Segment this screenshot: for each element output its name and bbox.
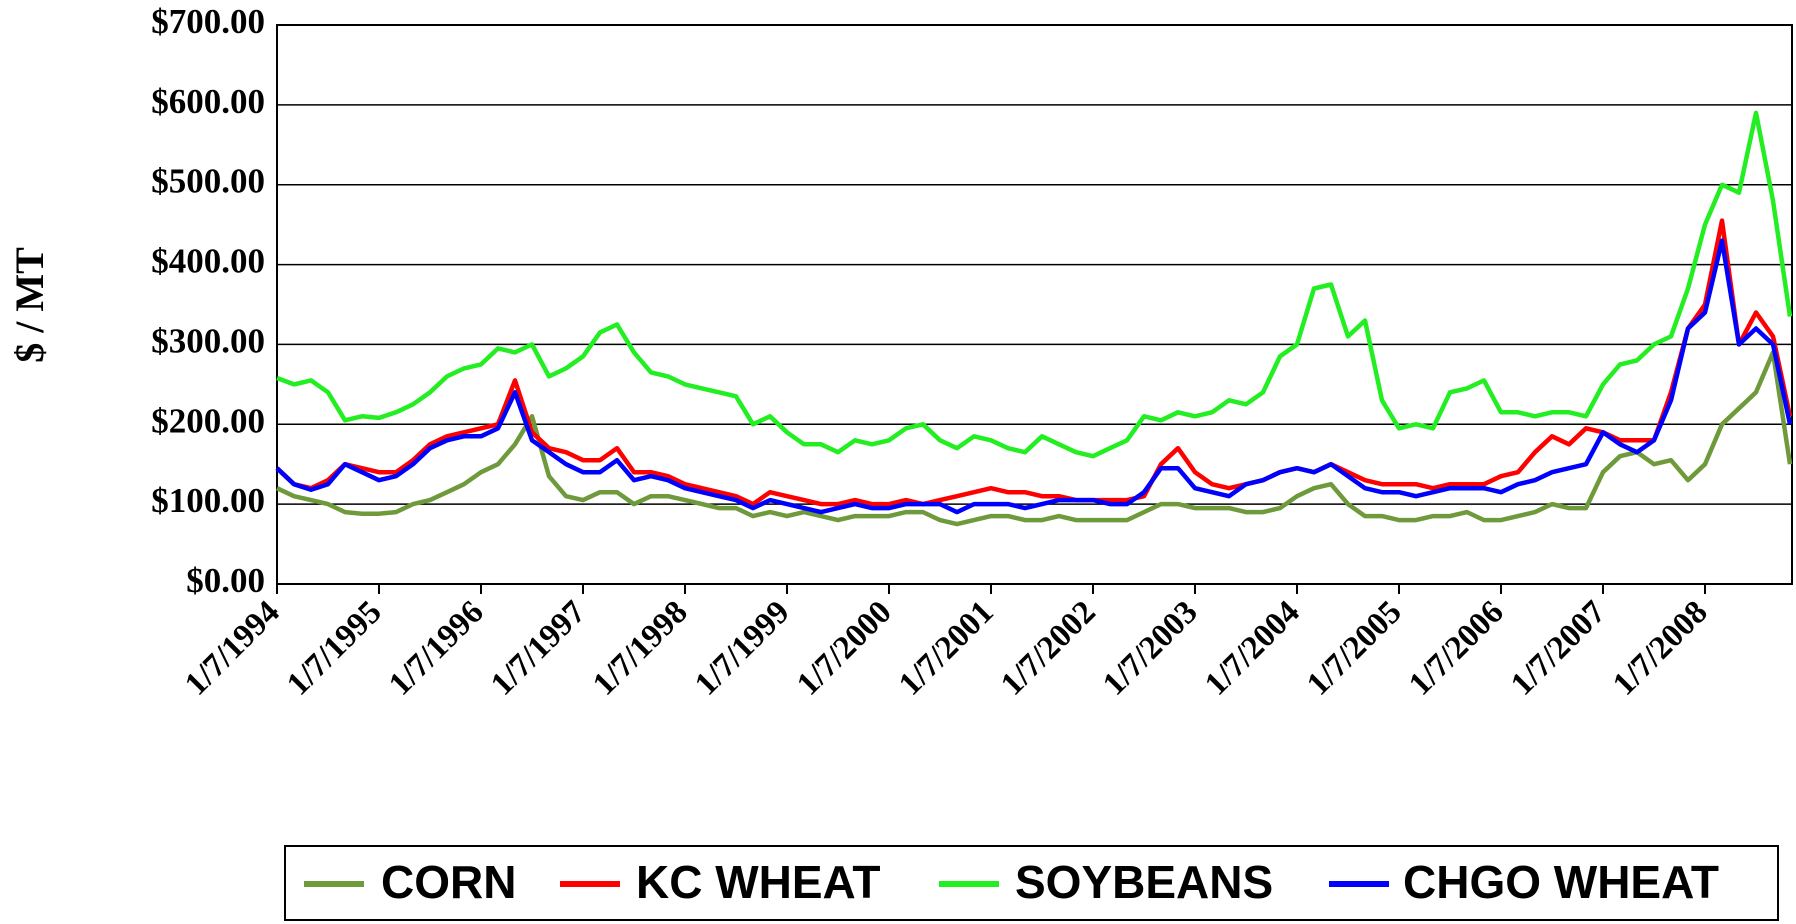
legend-label: SOYBEANS [1015,856,1273,908]
y-axis-label: $ / MT [7,247,52,363]
series-line [276,350,1793,527]
plot-area [276,24,1793,585]
x-tick-label: 1/7/2004 [1198,594,1306,702]
x-tick-label: 1/7/1995 [280,594,388,702]
x-tick-label: 1/7/2001 [892,594,1000,702]
x-tick-label: 1/7/1998 [586,594,694,702]
x-tick-label: 1/7/2005 [1300,594,1408,702]
series-line [275,218,1793,507]
legend-box [284,845,1779,921]
x-tick-label: 1/7/2006 [1402,594,1510,702]
y-tick-label: $100.00 [151,481,265,520]
y-tick-label: $500.00 [151,162,265,201]
x-tick-label: 1/7/2007 [1504,594,1612,702]
y-tick-label: $200.00 [151,401,265,440]
y-tick-label: $700.00 [151,2,265,41]
x-tick-label: 1/7/1999 [688,594,796,702]
x-tick-label: 1/7/2002 [994,594,1102,702]
legend-label: KC WHEAT [636,856,880,908]
series-line [276,110,1793,459]
y-tick-label: $0.00 [186,561,265,600]
x-tick-label: 1/7/2003 [1096,594,1204,702]
y-tick-label: $300.00 [151,321,265,360]
series-line [275,238,1793,515]
y-tick-label: $400.00 [151,242,265,281]
x-tick-label: 1/7/2008 [1606,594,1714,702]
legend-label: CORN [381,856,516,908]
legend-label: CHGO WHEAT [1403,856,1719,908]
y-tick-label: $600.00 [151,82,265,121]
x-tick-label: 1/7/2000 [790,594,898,702]
x-tick-label: 1/7/1997 [484,594,592,702]
x-tick-label: 1/7/1996 [382,594,490,702]
x-tick-label: 1/7/1994 [178,594,286,702]
